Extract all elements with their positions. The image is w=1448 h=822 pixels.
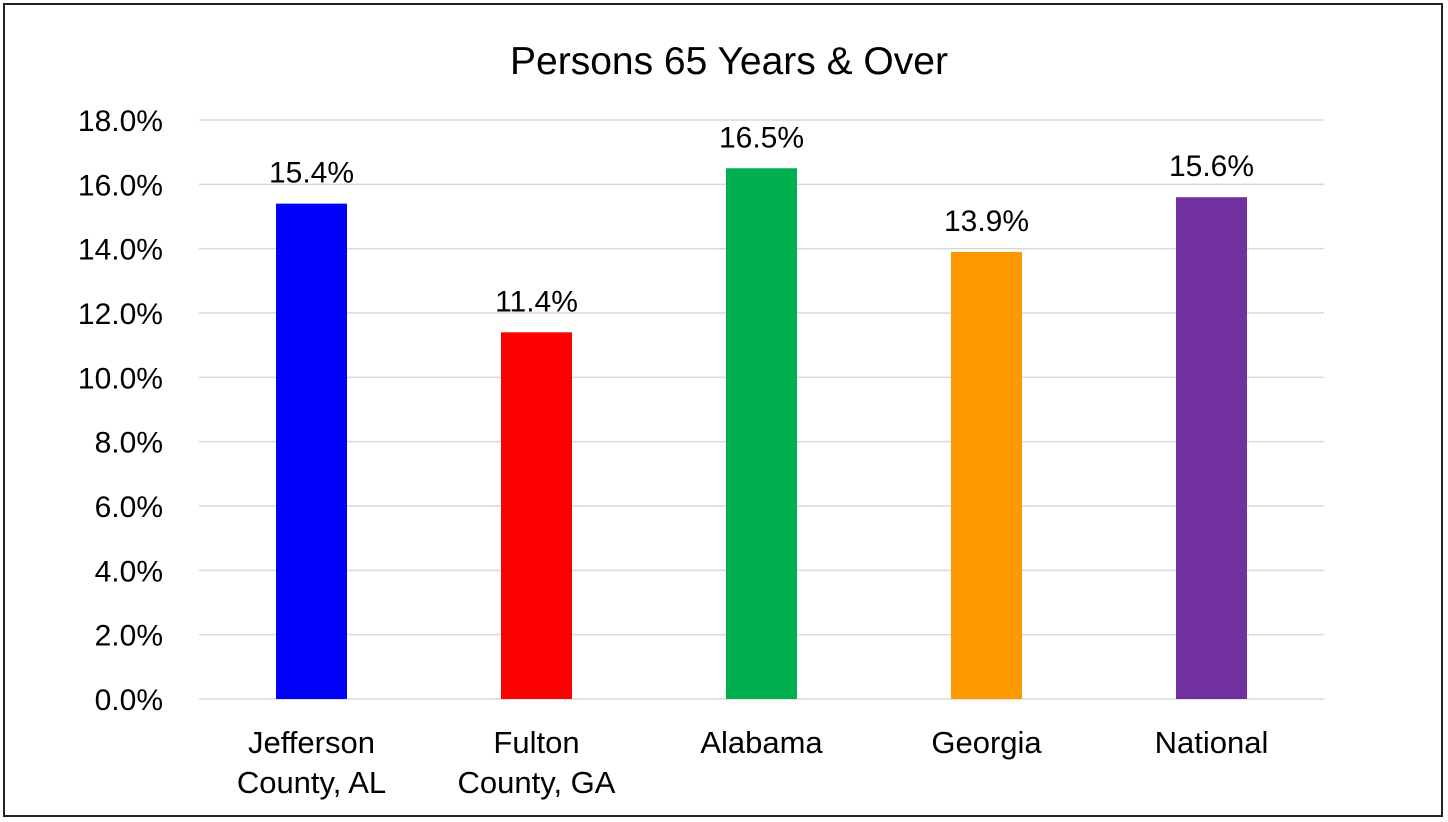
data-label: 16.5%	[719, 121, 804, 154]
category-labels: Jefferson County, AL Fulton County, GA Alaba…	[237, 725, 1269, 800]
y-tick-label: 0.0%	[95, 684, 163, 717]
chart-title: Persons 65 Years & Over	[510, 40, 948, 83]
y-tick-label: 12.0%	[78, 298, 163, 331]
chart-frame: Persons 65 Years & Over 0.0% 2.0% 4.0% 6.0%…	[3, 3, 1443, 817]
category-label: Alabama	[700, 725, 823, 760]
category-label: Fulton	[493, 725, 579, 760]
bar	[1176, 197, 1247, 699]
y-tick-label: 16.0%	[78, 169, 163, 202]
category-label: Jefferson	[248, 725, 375, 760]
bar	[726, 168, 797, 699]
y-tick-label: 8.0%	[95, 427, 163, 460]
category-label: County, AL	[237, 765, 386, 800]
data-label: 15.4%	[269, 157, 354, 190]
bar	[276, 203, 347, 699]
data-label: 13.9%	[944, 205, 1029, 238]
bars	[276, 168, 1247, 699]
y-axis-ticks: 0.0% 2.0% 4.0% 6.0% 8.0% 10.0% 12.0% 14.0% 16.0%…	[78, 105, 163, 717]
bar	[951, 251, 1022, 699]
data-label: 11.4%	[495, 285, 578, 318]
y-tick-label: 6.0%	[95, 491, 163, 524]
y-tick-label: 18.0%	[78, 105, 163, 138]
y-tick-label: 4.0%	[95, 555, 163, 588]
category-label: Georgia	[931, 725, 1042, 760]
bar	[501, 332, 572, 699]
data-label: 15.6%	[1169, 150, 1254, 183]
data-labels: 15.4% 11.4% 16.5% 13.9% 15.6%	[269, 121, 1254, 318]
category-label: County, GA	[458, 765, 616, 800]
category-label: National	[1155, 725, 1269, 760]
bar-chart: Persons 65 Years & Over 0.0% 2.0% 4.0% 6.0%…	[78, 40, 1324, 800]
y-tick-label: 14.0%	[78, 234, 163, 267]
y-tick-label: 10.0%	[78, 362, 163, 395]
y-tick-label: 2.0%	[95, 620, 163, 653]
